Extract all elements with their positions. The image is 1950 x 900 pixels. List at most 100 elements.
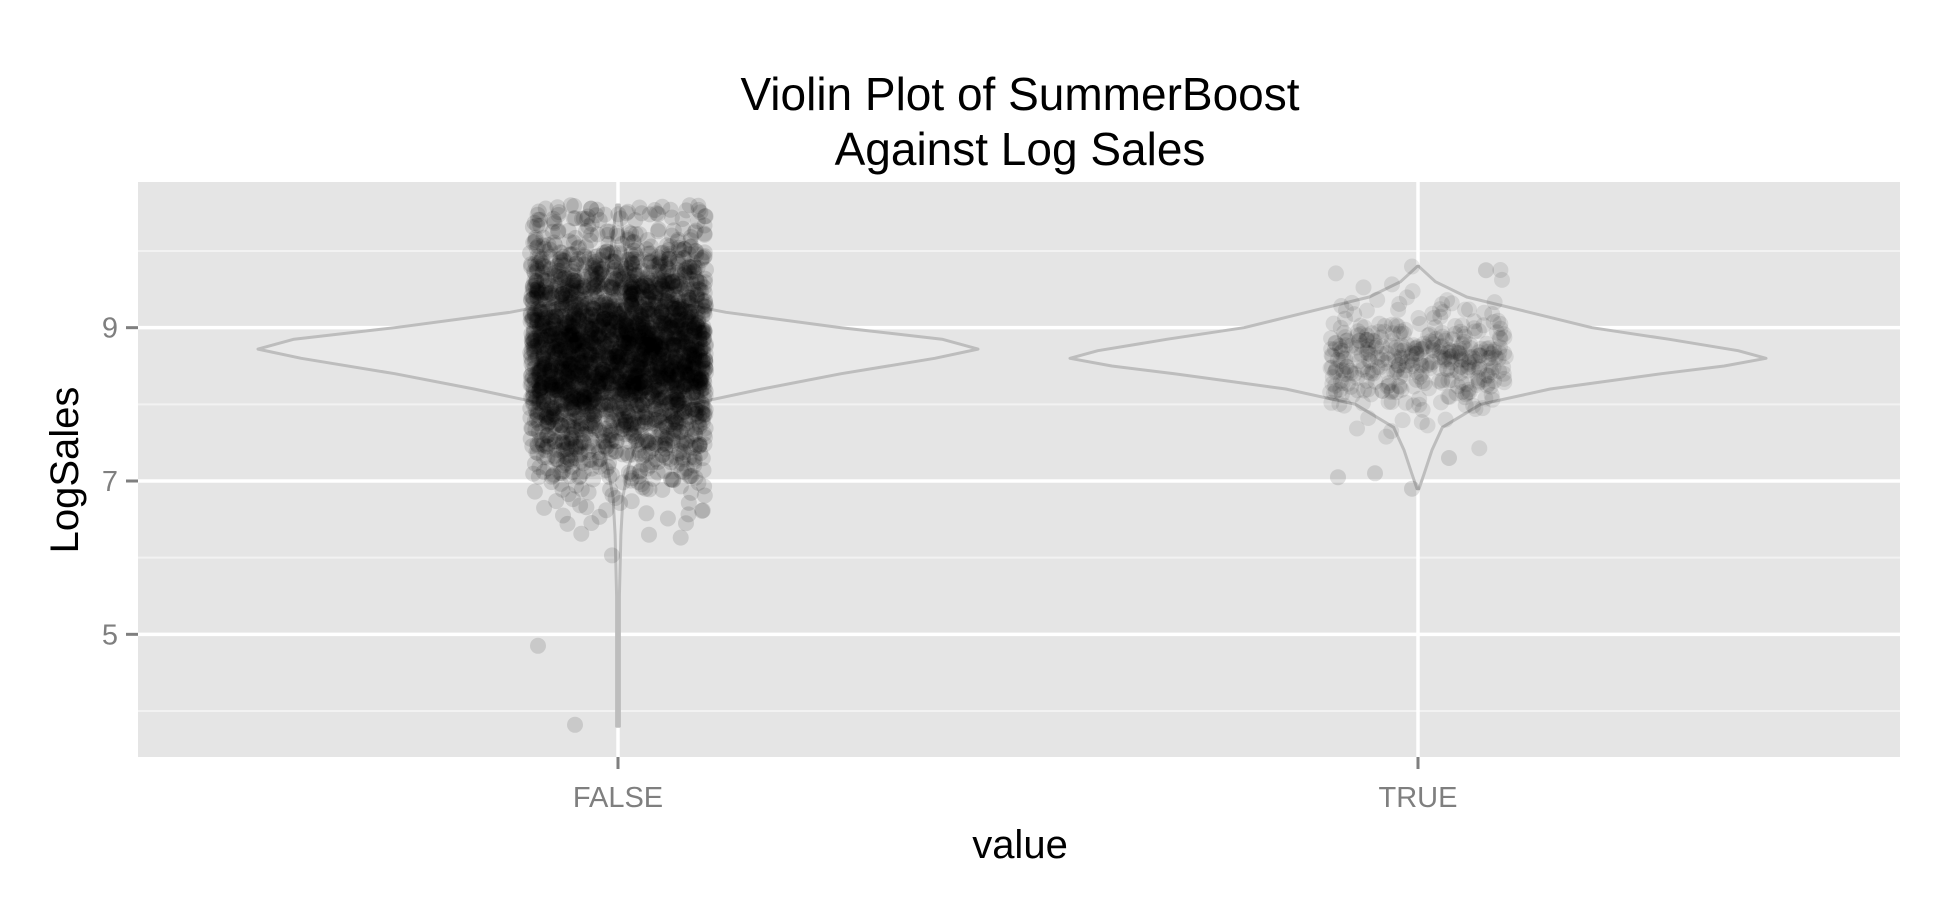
data-point-false: [639, 279, 655, 296]
data-point-false: [561, 304, 578, 321]
data-point-false: [569, 410, 586, 427]
data-point-false: [678, 415, 695, 432]
data-point-false: [629, 336, 646, 353]
data-point-false: [669, 380, 686, 396]
data-point-false: [677, 364, 694, 381]
data-point-false: [570, 347, 586, 364]
data-point-false: [692, 348, 708, 365]
data-point-false: [682, 345, 699, 362]
data-point-false: [575, 279, 592, 296]
data-point-true: [1404, 258, 1420, 275]
data-point-false: [602, 418, 618, 435]
data-point-false: [647, 366, 664, 383]
data-point-false: [551, 278, 568, 294]
data-point-false: [607, 270, 624, 287]
data-point-false: [622, 472, 639, 489]
data-point-false: [596, 206, 613, 223]
data-point-false: [528, 273, 545, 290]
data-point-false: [608, 364, 625, 381]
data-point-false: [545, 303, 562, 320]
data-point-false: [562, 385, 579, 402]
data-point-false: [617, 362, 634, 379]
data-point-false: [651, 352, 668, 369]
data-point-false: [694, 396, 711, 413]
data-point-false: [612, 495, 629, 511]
data-point-false: [589, 368, 606, 385]
data-point-false: [646, 202, 663, 218]
data-point-false: [622, 287, 639, 304]
data-point-false: [546, 264, 563, 281]
data-point-false: [624, 298, 641, 315]
data-point-false: [653, 364, 670, 381]
data-point-false: [588, 347, 605, 364]
data-point-false: [522, 305, 539, 322]
data-point-false: [562, 429, 579, 446]
data-point-false: [665, 320, 682, 337]
data-point-false: [547, 366, 564, 383]
data-point-false: [603, 355, 620, 372]
data-point-false: [561, 414, 578, 431]
data-point-false: [583, 200, 600, 217]
data-point-false: [552, 358, 569, 375]
data-point-false: [693, 370, 710, 387]
data-point-false: [533, 332, 550, 349]
data-point-false: [611, 363, 628, 380]
data-point-false: [551, 341, 568, 358]
data-point-false: [645, 440, 661, 457]
data-point-false: [658, 401, 675, 418]
data-point-false: [590, 375, 607, 392]
plot-panel: [138, 182, 1900, 757]
data-point-false: [652, 317, 669, 334]
x-tick-label-true: TRUE: [1379, 782, 1458, 814]
data-point-false: [604, 487, 621, 504]
data-point-false: [675, 400, 692, 417]
data-point-false: [673, 318, 690, 335]
data-point-false: [663, 378, 680, 395]
data-point-false: [629, 253, 646, 270]
data-point-false: [661, 369, 678, 386]
data-point-false: [680, 246, 697, 263]
data-point-false: [696, 293, 713, 310]
data-point-false: [639, 392, 655, 408]
data-point-false: [692, 436, 708, 453]
data-point-false: [680, 281, 697, 297]
data-point-false: [601, 308, 618, 325]
data-point-false: [583, 452, 599, 468]
data-point-false: [576, 395, 593, 412]
data-point-false: [688, 350, 704, 367]
data-point-false: [643, 337, 660, 354]
data-point-false: [661, 335, 678, 351]
data-point-false: [635, 333, 651, 349]
data-point-false: [685, 355, 702, 372]
data-point-false: [580, 407, 596, 424]
data-point-false: [687, 354, 704, 371]
data-point-false: [695, 344, 712, 361]
data-point-false: [622, 392, 639, 409]
data-point-false: [670, 328, 687, 345]
data-point-false: [697, 383, 714, 400]
data-point-false: [587, 271, 603, 288]
data-point-false: [621, 349, 637, 366]
data-point-false: [633, 384, 650, 401]
data-point-false: [628, 391, 644, 408]
data-point-false: [545, 381, 562, 398]
data-point-false: [652, 274, 669, 291]
data-point-false: [590, 295, 607, 312]
data-point-false: [623, 281, 640, 298]
data-point-true: [1384, 316, 1401, 333]
data-point-false: [536, 499, 553, 516]
data-point-false: [690, 360, 707, 377]
data-point-false: [695, 302, 712, 319]
data-point-false: [591, 318, 608, 335]
data-point-false: [681, 295, 697, 312]
data-point-false: [694, 502, 710, 519]
data-point-false: [604, 412, 621, 429]
data-point-false: [540, 341, 557, 358]
data-point-false: [562, 351, 579, 368]
data-point-false: [688, 286, 705, 303]
data-point-false: [529, 407, 546, 424]
data-point-false: [667, 359, 684, 376]
data-point-false: [581, 346, 597, 363]
data-point-false: [536, 360, 553, 376]
chart-title: Violin Plot of SummerBoost Against Log S…: [740, 68, 1299, 175]
